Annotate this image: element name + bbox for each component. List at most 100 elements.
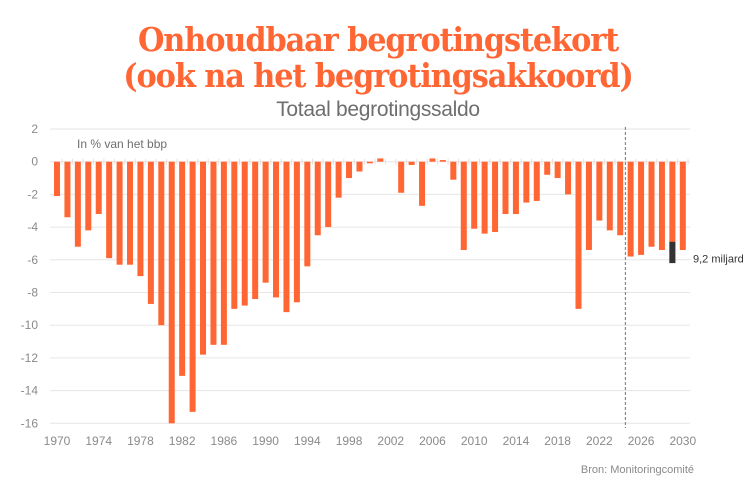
bar-2014 xyxy=(512,161,519,215)
bar-2030 xyxy=(679,161,686,250)
unit-label: In % van het bbp xyxy=(77,137,168,151)
bar-1977 xyxy=(127,161,134,265)
bar-1992 xyxy=(283,161,290,313)
bar-2016 xyxy=(533,161,540,201)
bar-1990 xyxy=(262,161,269,283)
bar-1997 xyxy=(335,161,342,198)
x-axis-ticks: 1970 1974 1978 1982 1986 1990 1994 1998 2002 2006… xyxy=(44,434,697,448)
bar-2019 xyxy=(565,161,572,195)
bar-1970 xyxy=(54,161,60,197)
bar-1991 xyxy=(273,161,280,298)
y-tick-label: -6 xyxy=(27,253,38,267)
bar-2026 xyxy=(638,161,645,255)
x-tick-label: 2030 xyxy=(669,434,696,448)
bar-2029 xyxy=(669,161,676,264)
bar-2012 xyxy=(492,161,499,233)
y-tick-label: 0 xyxy=(31,155,38,169)
bar-2018 xyxy=(554,161,561,179)
bar-1982 xyxy=(179,161,186,376)
bar-1983 xyxy=(189,161,196,412)
bar-2008 xyxy=(450,161,457,180)
x-tick-label: 2014 xyxy=(503,434,530,448)
bar-1998 xyxy=(346,161,353,179)
chart-title-line2: (ook na het begrotingsakkoord) xyxy=(123,56,634,95)
y-axis-ticks: 2 0 -2 -4 -6 -8 -10 -12 -14 -16 xyxy=(21,122,39,430)
bar-2028 xyxy=(658,161,665,250)
x-tick-label: 1970 xyxy=(44,434,71,448)
source-note: Bron: Monitoringcomité xyxy=(580,464,694,476)
bar-1976 xyxy=(116,161,123,265)
bar-2010 xyxy=(471,161,478,229)
x-tick-label: 2010 xyxy=(461,434,488,448)
bar-2027 xyxy=(648,161,655,247)
x-tick-label: 1974 xyxy=(85,434,112,448)
bar-2020 xyxy=(575,161,582,309)
y-tick-label: -2 xyxy=(27,187,38,201)
bar-2024 xyxy=(617,161,624,236)
bar-2006 xyxy=(429,158,436,162)
y-tick-label: -16 xyxy=(21,416,39,430)
bar-2003 xyxy=(398,161,405,193)
bar-1971 xyxy=(64,161,71,218)
bar-1981 xyxy=(168,161,175,424)
bar-2025 xyxy=(627,161,634,257)
bar-1987 xyxy=(231,161,238,309)
bar-1975 xyxy=(106,161,113,259)
x-tick-label: 1978 xyxy=(127,434,154,448)
bar-1996 xyxy=(325,161,332,228)
y-tick-label: -4 xyxy=(27,220,38,234)
bar-1999 xyxy=(356,161,363,172)
chart-title: Onhoudbaar begrotingstekort (ook na het … xyxy=(30,22,726,94)
x-tick-label: 1998 xyxy=(336,434,363,448)
bar-1980 xyxy=(158,161,165,326)
x-tick-label: 1990 xyxy=(252,434,279,448)
bars xyxy=(54,158,686,424)
bar-1979 xyxy=(147,161,154,304)
bar-2021 xyxy=(585,161,592,250)
bar-2015 xyxy=(523,161,530,203)
x-tick-label: 2026 xyxy=(628,434,655,448)
y-tick-label: -14 xyxy=(21,384,39,398)
bar-1973 xyxy=(85,161,92,231)
highlight-bar-segment xyxy=(669,241,676,264)
x-tick-label: 1982 xyxy=(169,434,196,448)
bar-1989 xyxy=(252,161,259,300)
bar-1974 xyxy=(95,161,102,215)
bar-2004 xyxy=(408,161,415,165)
bar-1972 xyxy=(74,161,81,247)
x-tick-label: 1994 xyxy=(294,434,321,448)
y-tick-label: -8 xyxy=(27,286,38,300)
bar-2000 xyxy=(366,161,373,164)
bar-1993 xyxy=(293,161,300,303)
bar-2005 xyxy=(419,161,426,206)
x-tick-label: 2022 xyxy=(586,434,613,448)
bar-2009 xyxy=(460,161,467,250)
x-tick-label: 2006 xyxy=(419,434,446,448)
bar-2011 xyxy=(481,161,488,234)
highlight-label: 9,2 miljard xyxy=(693,253,744,265)
x-tick-label: 1986 xyxy=(211,434,238,448)
y-tick-label: 2 xyxy=(31,122,38,136)
x-tick-label: 2002 xyxy=(377,434,404,448)
bar-2023 xyxy=(606,161,613,231)
gridlines xyxy=(50,128,690,424)
bar-1986 xyxy=(220,161,227,345)
bar-1995 xyxy=(314,161,321,236)
bar-1994 xyxy=(304,161,311,267)
bar-1988 xyxy=(241,161,248,306)
x-tick-label: 2018 xyxy=(544,434,571,448)
bar-1984 xyxy=(200,161,207,355)
bar-2022 xyxy=(596,161,603,221)
bar-1985 xyxy=(210,161,217,345)
bar-2001 xyxy=(377,158,384,162)
bar-2017 xyxy=(544,161,551,175)
y-tick-label: -10 xyxy=(21,318,39,332)
bar-2007 xyxy=(439,160,446,162)
y-tick-label: -12 xyxy=(21,351,39,365)
chart-subtitle: Totaal begrotingssaldo xyxy=(276,98,480,121)
bar-2013 xyxy=(502,161,509,215)
bar-1978 xyxy=(137,161,144,277)
chart-title-line1: Onhoudbaar begrotingstekort xyxy=(137,20,619,59)
highlight-annotation: 9,2 miljard xyxy=(693,253,744,265)
